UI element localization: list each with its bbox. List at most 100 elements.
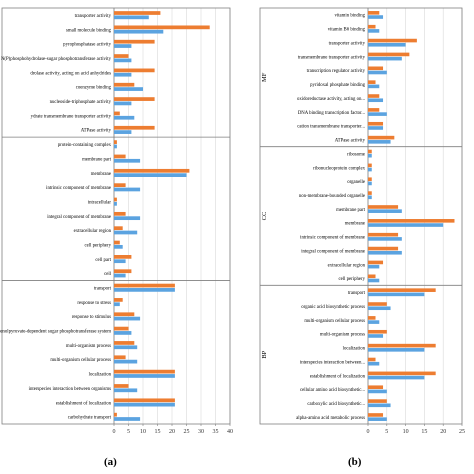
plot-frame: [259, 7, 463, 425]
x-tick-label-3: 15: [421, 429, 427, 435]
category-label: intracellular: [88, 200, 112, 205]
bar-orange-1-4: [368, 205, 399, 209]
bar-orange-1-5: [114, 211, 126, 216]
chart-panel-a: transporter activity small molecule bindi…: [0, 2, 236, 444]
bar-blue-0-4: [114, 72, 132, 77]
category-label: transport: [94, 287, 112, 292]
category-label: ydrate transmembrane transporter activit…: [31, 114, 112, 119]
bar-orange-1-6: [114, 226, 123, 231]
category-label: intrinsic component of membrane: [300, 236, 365, 241]
category-label: membrane part: [82, 157, 112, 162]
bar-orange-0-4: [114, 68, 155, 73]
bar-blue-1-1: [114, 158, 141, 163]
bar-blue-2-2: [368, 320, 380, 324]
bar-orange-0-3: [114, 54, 129, 58]
category-label: organelle: [347, 180, 365, 185]
x-tick-label-2: 10: [403, 429, 409, 435]
bar-orange-0-7: [114, 111, 120, 116]
category-label: extracellular region: [74, 229, 112, 234]
category-label: pyridoxal phosphate binding: [310, 83, 365, 88]
chart-b-svg: vitamin binding vitamin B6 binding transpo…: [259, 7, 465, 435]
bar-orange-2-4: [368, 343, 436, 348]
bar-blue-0-4: [368, 70, 387, 75]
bar-blue-0-6: [368, 98, 384, 103]
bar-orange-1-9: [114, 269, 132, 274]
bar-orange-2-9: [368, 413, 384, 417]
bar-blue-2-9: [114, 417, 141, 421]
bar-orange-2-8: [368, 399, 387, 403]
bar-orange-2-7: [368, 385, 384, 390]
bar-blue-1-2: [368, 181, 372, 186]
bar-blue-1-2: [114, 173, 187, 177]
category-label: ribosome: [347, 152, 365, 157]
panel-label-a: (a): [104, 456, 117, 468]
bar-orange-1-2: [114, 168, 190, 173]
bar-orange-0-3: [368, 52, 410, 57]
bar-blue-1-8: [368, 264, 380, 269]
category-label: oxidoreductase activity, acting on...: [297, 97, 365, 102]
category-label: cation transmembrane transporter...: [297, 125, 365, 130]
x-tick-label-3: 15: [155, 429, 161, 435]
bar-orange-2-0: [114, 283, 175, 288]
bar-blue-0-0: [114, 15, 149, 20]
category-label: intrinsic component of membrane: [46, 186, 111, 191]
category-label: membrane part: [336, 208, 366, 213]
bar-orange-0-1: [114, 25, 210, 30]
category-label: response to stress: [77, 301, 111, 306]
bar-blue-0-8: [114, 130, 132, 134]
x-tick-label-1: 5: [127, 429, 130, 435]
bar-orange-0-0: [114, 11, 161, 15]
category-label: response to stimulus: [72, 315, 111, 320]
category-label: cell: [104, 272, 112, 277]
bar-blue-2-8: [114, 402, 175, 407]
bar-orange-0-6: [368, 94, 380, 98]
bar-orange-0-9: [368, 135, 395, 140]
bar-orange-0-0: [368, 11, 380, 15]
bar-blue-2-7: [368, 389, 387, 394]
category-label: coenzyme binding: [76, 86, 112, 91]
bar-orange-1-0: [368, 149, 372, 154]
category-label: establishment of localization: [310, 374, 366, 379]
bar-blue-2-4: [368, 348, 425, 352]
category-label: transcription regulator activity: [307, 69, 366, 74]
bar-blue-2-3: [114, 331, 132, 335]
bar-blue-2-0: [114, 288, 175, 292]
bar-blue-0-1: [368, 29, 380, 33]
bar-orange-1-7: [114, 240, 120, 245]
category-label: transporter activity: [329, 41, 366, 46]
category-label: nucleoside-triphosphate activity: [50, 100, 112, 105]
bar-orange-2-8: [114, 398, 175, 403]
category-label: cell periphery: [338, 277, 365, 282]
group-label-mf: MF: [261, 72, 268, 82]
bar-blue-1-7: [114, 244, 123, 249]
bar-blue-0-2: [368, 42, 406, 47]
bar-blue-0-0: [368, 15, 384, 19]
bar-blue-2-1: [368, 306, 391, 311]
category-label: integral component of membrane: [47, 215, 111, 220]
category-label: protein-containing complex: [58, 143, 112, 148]
category-label: transporter activity: [75, 14, 112, 19]
bar-orange-1-4: [114, 197, 117, 202]
bar-orange-0-1: [368, 24, 376, 29]
category-label: establishment of localization: [56, 401, 112, 406]
bar-orange-2-3: [114, 326, 129, 331]
x-tick-label-8: 40: [227, 429, 233, 435]
bar-blue-1-8: [114, 259, 126, 264]
category-label: multi-organism process: [66, 344, 111, 349]
category-label: non-membrane-bounded organelle: [299, 194, 365, 199]
bar-orange-1-9: [368, 274, 376, 279]
category-label: alpha-amino acid metabolic process: [296, 416, 365, 421]
panel-label-b: (b): [348, 456, 362, 468]
category-label: vitamin binding: [334, 14, 365, 19]
bar-orange-1-8: [114, 255, 132, 259]
bar-orange-1-0: [114, 140, 117, 144]
bar-blue-1-4: [368, 209, 402, 213]
bar-blue-0-5: [114, 87, 143, 91]
bar-orange-1-2: [368, 177, 372, 182]
category-label: phosphoenolpyruvate-dependent sugar phos…: [0, 330, 111, 335]
bar-blue-1-1: [368, 167, 372, 172]
bar-orange-0-4: [368, 66, 384, 71]
bar-orange-0-8: [114, 125, 155, 130]
bar-orange-0-8: [368, 121, 384, 126]
category-label: small molecule binding: [66, 28, 112, 33]
